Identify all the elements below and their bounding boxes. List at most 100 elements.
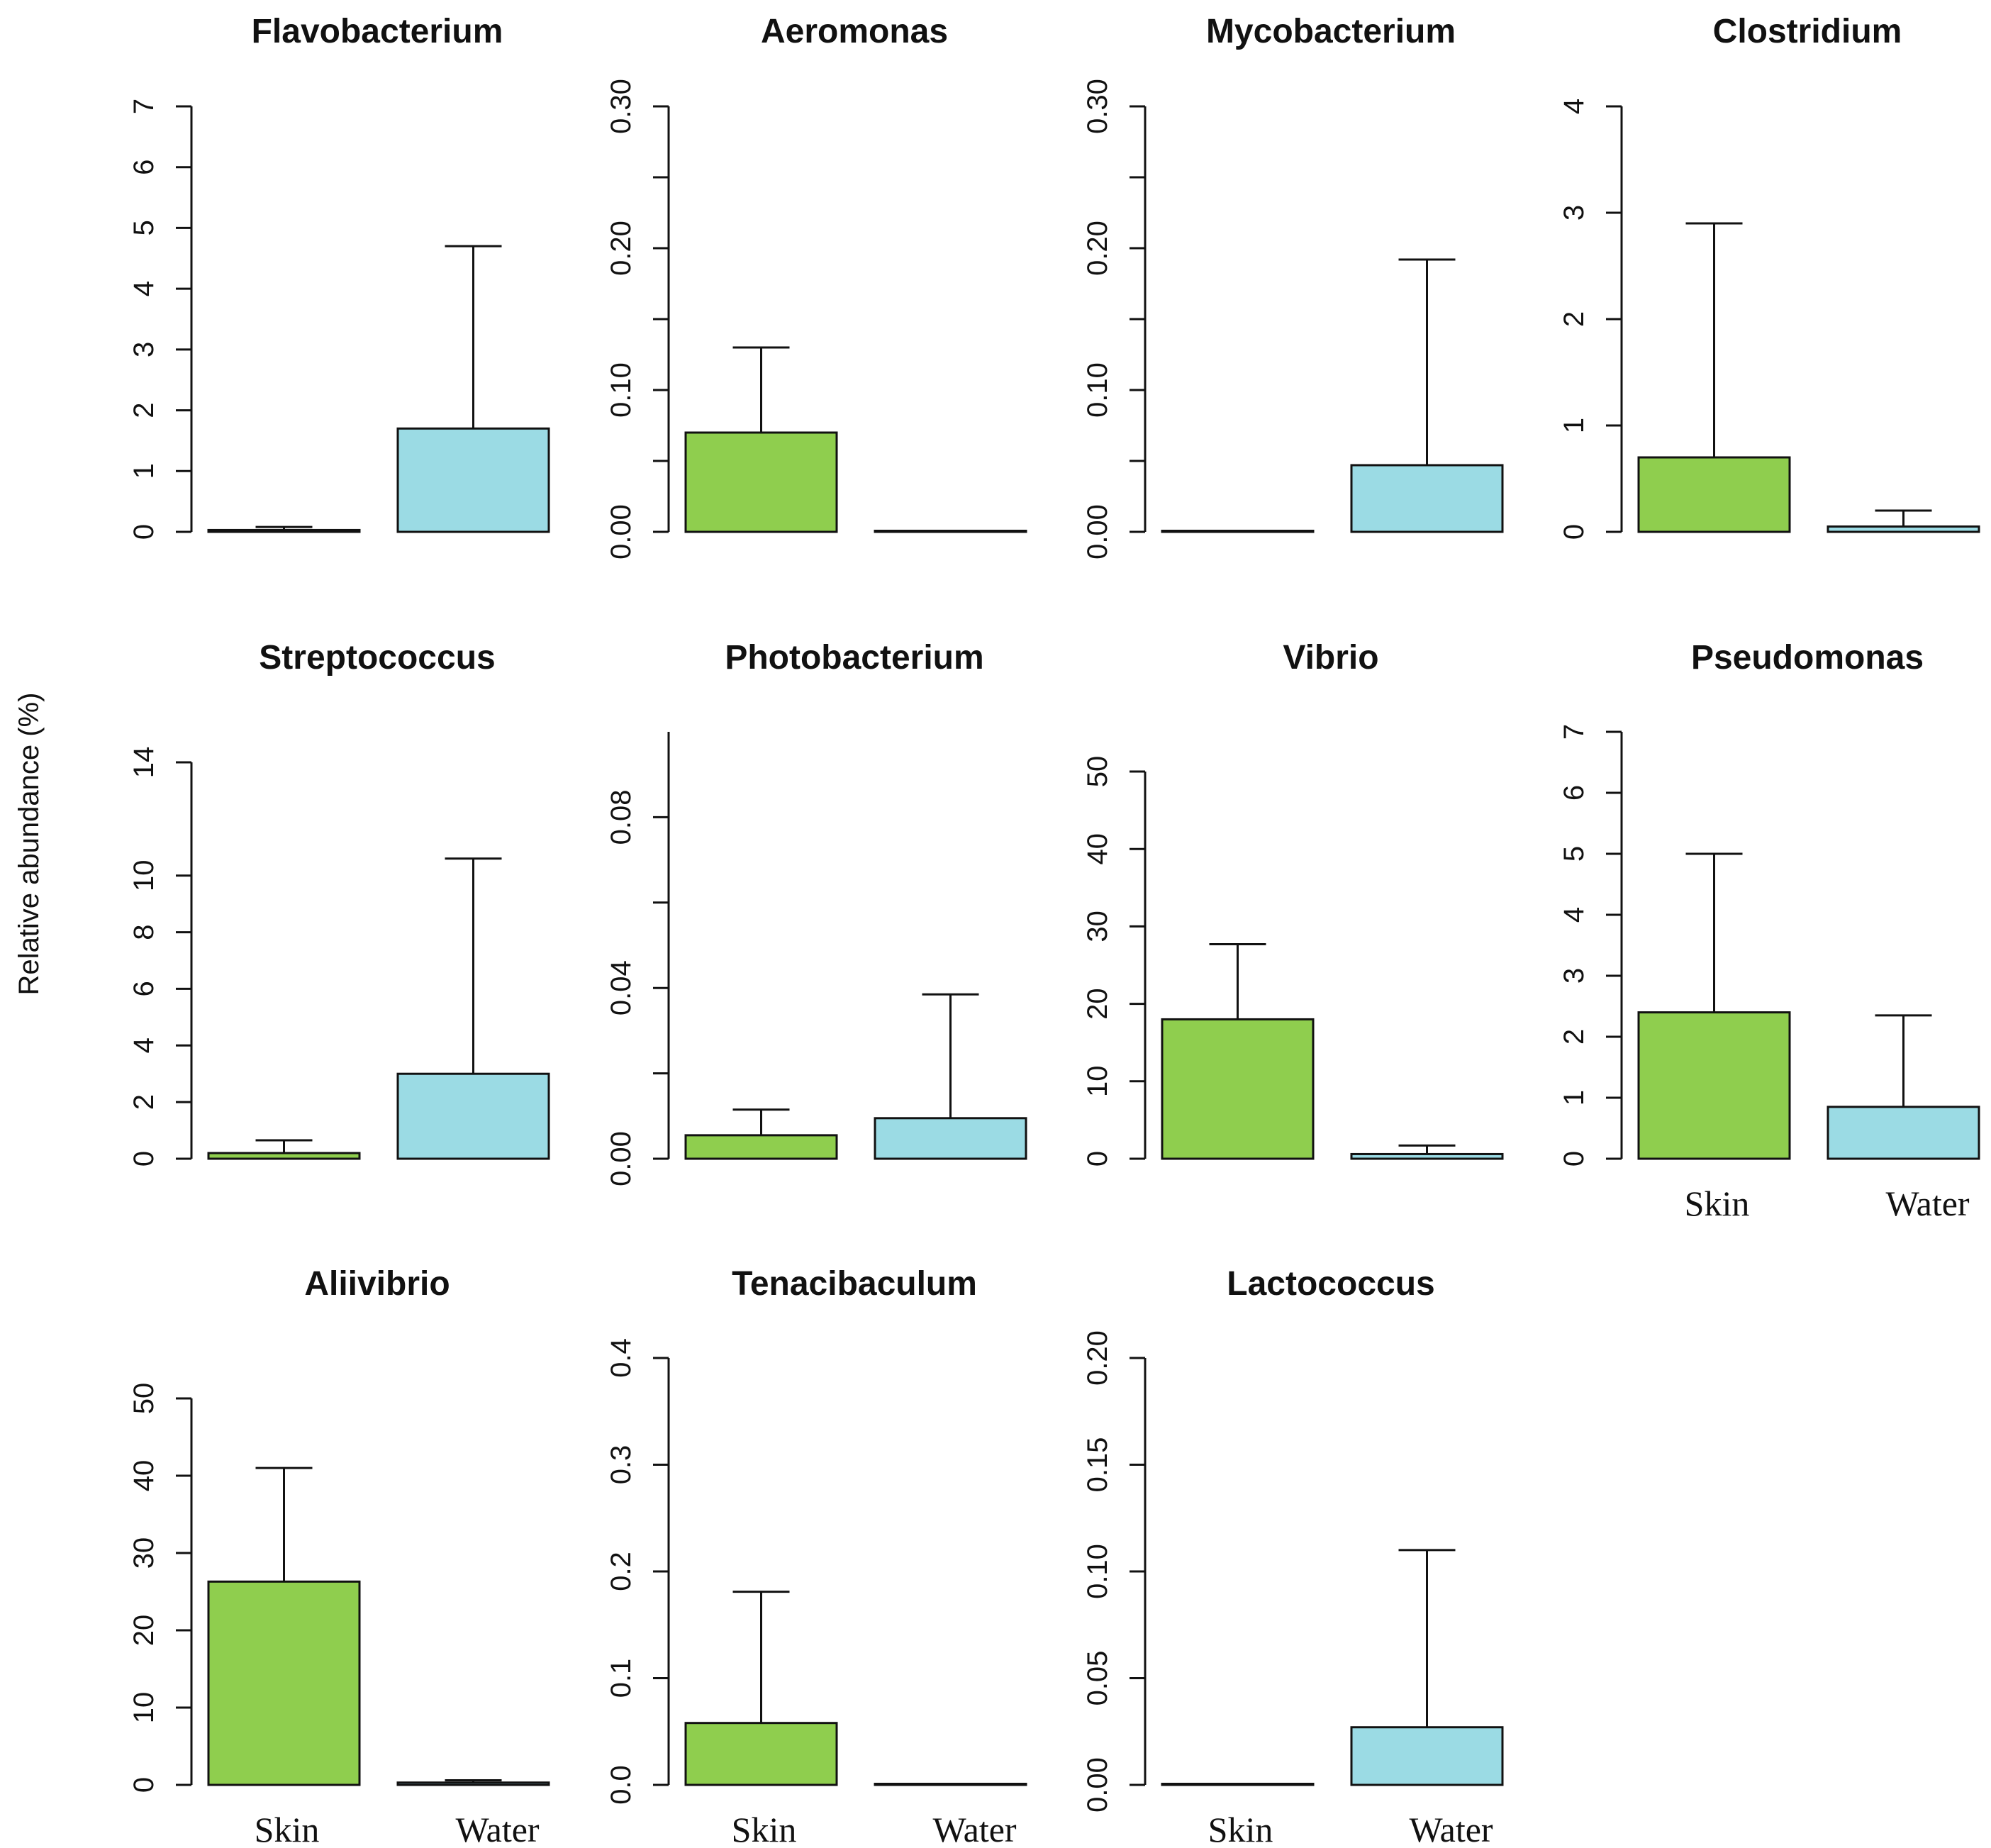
y-tick-label: 50	[128, 1383, 160, 1415]
y-tick-label: 1	[128, 463, 160, 479]
bar-water	[1350, 464, 1504, 533]
bar-skin	[684, 431, 838, 533]
bar-water	[1350, 1726, 1504, 1786]
bar-water	[874, 530, 1027, 533]
y-tick-label: 0.30	[1082, 79, 1113, 134]
y-tick-label: 40	[128, 1460, 160, 1492]
y-tick-label: 0.00	[606, 504, 637, 560]
panel-pseudomonas: Pseudomonas 0 1 2 3 4 5 6 7 Skin Water	[1558, 639, 1980, 1223]
y-tick-label: 4	[128, 281, 160, 296]
panel-title: Mycobacterium	[1206, 13, 1456, 50]
bar-skin	[1637, 1011, 1791, 1160]
bar-water	[396, 427, 550, 533]
y-tick-label: 40	[1082, 833, 1113, 865]
panel-title: Aeromonas	[761, 13, 948, 50]
x-category-label: Skin	[1208, 1810, 1273, 1848]
panel-flavobacterium: Flavobacterium 0 1 2 3 4 5 6 7	[128, 13, 550, 540]
panel-title: Photobacterium	[725, 639, 983, 677]
panel-mycobacterium: Mycobacterium 0.00 0.10 0.20 0.30	[1082, 13, 1504, 560]
panel-aeromonas: Aeromonas 0.00 0.10 0.20 0.30	[606, 13, 1027, 560]
bar-skin	[207, 528, 361, 533]
y-tick-label: 5	[128, 220, 160, 235]
bar-skin	[1637, 456, 1791, 533]
panel-title: Tenacibaculum	[732, 1265, 977, 1303]
y-tick-label: 0.2	[606, 1552, 637, 1591]
x-category-label: Water	[1885, 1184, 1969, 1223]
y-tick-label: 0.20	[1082, 221, 1113, 276]
y-tick-label: 6	[1558, 785, 1590, 801]
y-tick-label: 20	[128, 1615, 160, 1647]
panel-title: Lactococcus	[1227, 1265, 1434, 1303]
y-tick-label: 8	[128, 924, 160, 940]
panels: Flavobacterium01234567Aeromonas0.000.100…	[128, 13, 1980, 1848]
bar-water	[874, 1117, 1027, 1160]
bar-skin	[684, 1134, 838, 1160]
panel-photobacterium: Photobacterium 0.00 0.04 0.08	[606, 639, 1027, 1186]
y-tick-label: 6	[128, 160, 160, 175]
y-tick-label: 0	[128, 524, 160, 540]
y-tick-label: 0.10	[1082, 1544, 1113, 1599]
x-category-label: Water	[932, 1810, 1016, 1848]
y-tick-label: 30	[128, 1537, 160, 1569]
y-tick-label: 0.1	[606, 1659, 637, 1698]
x-category-label: Skin	[1685, 1184, 1750, 1223]
y-tick-label: 0.00	[1082, 1757, 1113, 1813]
y-tick-label: 10	[1082, 1066, 1113, 1098]
y-tick-label: 4	[1558, 907, 1590, 923]
panel-title: Pseudomonas	[1691, 639, 1924, 677]
y-tick-label: 7	[1558, 724, 1590, 740]
y-tick-label: 0.10	[1082, 362, 1113, 418]
y-tick-label: 0.05	[1082, 1651, 1113, 1706]
y-tick-label: 0.20	[606, 221, 637, 276]
panel-vibrio: Vibrio 0 10 20 30 40 50	[1082, 639, 1504, 1167]
bar-skin	[207, 1152, 361, 1160]
bar-skin	[1161, 1018, 1315, 1160]
panel-aliivibrio: Aliivibrio 0 10 20 30 40 50 Skin Water	[128, 1265, 550, 1848]
bar-skin	[684, 1722, 838, 1786]
bar-water	[396, 1072, 550, 1160]
y-tick-label: 0.15	[1082, 1437, 1113, 1493]
y-tick-label: 0.00	[606, 1131, 637, 1186]
y-tick-label: 0.3	[606, 1445, 637, 1485]
panel-lactococcus: Lactococcus 0.00 0.05 0.10 0.15 0.20 Skin Water	[1082, 1265, 1504, 1848]
y-tick-label: 10	[128, 859, 160, 891]
bar-water	[1827, 525, 1980, 533]
bar-skin	[1161, 1783, 1315, 1786]
y-tick-label: 1	[1558, 1090, 1590, 1106]
panel-title: Streptococcus	[259, 639, 495, 677]
y-tick-label: 2	[128, 402, 160, 418]
y-tick-label: 2	[1558, 1029, 1590, 1045]
y-tick-label: 0.08	[606, 789, 637, 845]
x-category-label: Water	[455, 1810, 539, 1848]
y-tick-label: 0.00	[1082, 504, 1113, 560]
y-tick-label: 10	[128, 1692, 160, 1724]
y-tick-label: 0.04	[606, 960, 637, 1015]
y-tick-label: 0.30	[606, 79, 637, 134]
y-tick-label: 0.4	[606, 1338, 637, 1378]
y-tick-label: 0	[128, 1777, 160, 1793]
y-tick-label: 5	[1558, 846, 1590, 862]
panel-title: Aliivibrio	[304, 1265, 450, 1303]
panel-title: Vibrio	[1283, 639, 1378, 677]
y-tick-label: 0	[128, 1151, 160, 1167]
y-tick-label: 0.10	[606, 362, 637, 418]
bar-water	[396, 1781, 550, 1786]
y-tick-label: 0.0	[606, 1765, 637, 1805]
y-tick-label: 0	[1558, 1151, 1590, 1167]
bar-water	[1827, 1106, 1980, 1160]
y-axis-label: Relative abundance (%)	[13, 693, 45, 996]
panel-streptococcus: Streptococcus 0 2 4 6 8 10 14	[128, 639, 550, 1167]
y-tick-label: 2	[1558, 311, 1590, 327]
panel-title: Clostridium	[1713, 13, 1902, 50]
panel-title: Flavobacterium	[252, 13, 503, 50]
y-tick-label: 3	[1558, 205, 1590, 221]
y-tick-label: 7	[128, 99, 160, 114]
bar-water	[874, 1783, 1027, 1786]
y-tick-label: 6	[128, 981, 160, 996]
panel-clostridium: Clostridium 0 1 2 3 4	[1558, 13, 1980, 540]
y-tick-label: 50	[1082, 756, 1113, 788]
y-tick-label: 4	[128, 1037, 160, 1053]
y-tick-label: 4	[1558, 99, 1590, 114]
y-tick-label: 20	[1082, 988, 1113, 1020]
